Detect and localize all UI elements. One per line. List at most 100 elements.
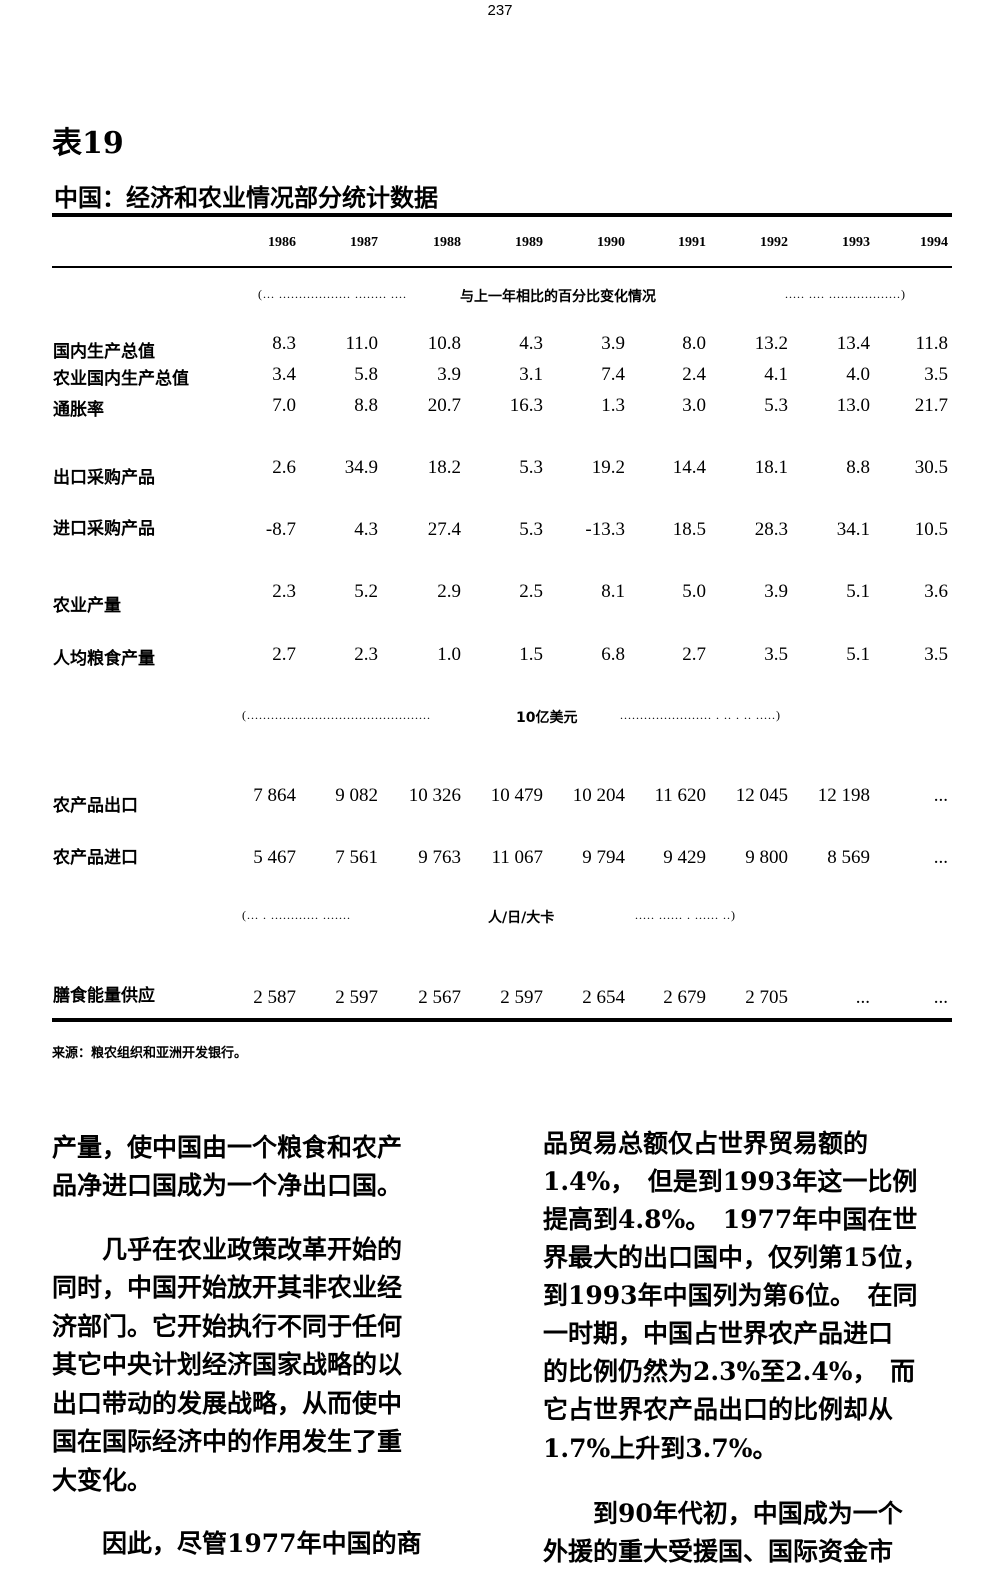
unit-bracket-left: (... .................. ........ ....: [258, 287, 407, 301]
table-cell: 3.5: [764, 644, 788, 665]
table-cell: 5 467: [253, 847, 296, 868]
table-cell: 5.3: [519, 457, 543, 478]
year-header: 1992: [760, 235, 788, 250]
table-cell: 13.0: [836, 395, 870, 416]
table-cell: 5.3: [764, 395, 788, 416]
table-cell: 9 429: [663, 847, 706, 868]
text-line: 几乎在农业政策改革开始的: [52, 1235, 403, 1264]
row-label: 农产品出口: [53, 796, 138, 816]
year-header: 1988: [433, 235, 461, 250]
unit-bracket-right: ..... ...... . ...... ..): [635, 908, 736, 922]
table-cell: 28.3: [754, 519, 788, 540]
table-cell: 10.5: [914, 519, 948, 540]
text-line: 到90年代初，中国成为一个: [543, 1499, 903, 1528]
table-cell: 12 045: [735, 785, 788, 806]
table-cell: 21.7: [914, 395, 948, 416]
text-line: 同时，中国开始放开其非农业经: [52, 1273, 403, 1302]
text-line: 品贸易总额仅占世界贸易额的: [543, 1129, 869, 1158]
table-cell: 3.9: [601, 333, 625, 354]
table-cell: 9 800: [745, 847, 788, 868]
table-cell: 3.9: [437, 364, 461, 385]
row-label: 农业国内生产总值: [53, 369, 189, 389]
table-cell: 8 569: [827, 847, 870, 868]
table-cell: 12 198: [817, 785, 870, 806]
table-cell: 7 864: [253, 785, 296, 806]
table-cell: 3.0: [682, 395, 706, 416]
text-line: 济部门。它开始执行不同于任何: [52, 1312, 403, 1341]
table-cell: 2.3: [272, 581, 296, 602]
table-cell: 5.3: [519, 519, 543, 540]
text-line: 因此，尽管1977年中国的商: [52, 1529, 422, 1558]
table-cell: 9 794: [582, 847, 625, 868]
text-line: 它占世界农产品出口的比例却从: [543, 1395, 894, 1424]
unit-label: 10亿美元: [516, 710, 578, 726]
table-cell: 2.6: [272, 457, 296, 478]
table-cell: 20.7: [427, 395, 461, 416]
table-cell: ...: [933, 987, 948, 1008]
table-cell: 1.5: [519, 644, 543, 665]
unit-label: 与上一年相比的百分比变化情况: [460, 289, 656, 305]
table-cell: 2.9: [437, 581, 461, 602]
table-cell: 2.7: [272, 644, 296, 665]
text-line: 一时期，中国占世界农产品进口: [543, 1319, 894, 1348]
table-cell: 2.4: [682, 364, 706, 385]
text-line: 界最大的出口国中，仅列第15位，: [543, 1243, 928, 1272]
table-cell: 7.4: [601, 364, 625, 385]
table-cell: 19.2: [591, 457, 625, 478]
text-line: 出口带动的发展战略，从而使中: [52, 1389, 403, 1418]
table-cell: 27.4: [427, 519, 461, 540]
table-cell: 3.5: [924, 644, 948, 665]
row-label: 膳食能量供应: [53, 986, 155, 1006]
table-cell: 30.5: [914, 457, 948, 478]
table-cell: 2 654: [582, 987, 625, 1008]
table-cell: 2.7: [682, 644, 706, 665]
unit-bracket-left: (.......................................…: [242, 708, 431, 722]
table-cell: 4.0: [846, 364, 870, 385]
table-cell: 8.3: [272, 333, 296, 354]
text-line: 其它中央计划经济国家战略的以: [52, 1350, 403, 1379]
table-cell: 2 705: [745, 987, 788, 1008]
year-header: 1993: [842, 235, 870, 250]
unit-label: 人/日/大卡: [488, 910, 555, 926]
table-cell: 2 597: [335, 987, 378, 1008]
table-cell: 1.0: [437, 644, 461, 665]
table-cell: 8.1: [601, 581, 625, 602]
unit-bracket-right: ..... .... ..................): [785, 287, 906, 301]
table-cell: 18.1: [754, 457, 788, 478]
table-cell: 11.0: [345, 333, 378, 354]
header-rule: [52, 266, 952, 268]
table-cell: 9 082: [335, 785, 378, 806]
table-cell: 16.3: [509, 395, 543, 416]
table-cell: -8.7: [265, 519, 296, 540]
table-cell: 34.1: [836, 519, 870, 540]
table-cell: 2 567: [418, 987, 461, 1008]
text-line: 1.7%上升到3.7%。: [543, 1434, 778, 1463]
table-cell: 2.3: [354, 644, 378, 665]
text-line: 品净进口国成为一个净出口国。: [52, 1171, 403, 1200]
table-cell: 5.1: [846, 644, 870, 665]
table-cell: -13.3: [585, 519, 625, 540]
year-header: 1987: [350, 235, 378, 250]
text-line: 产量，使中国由一个粮食和农产: [52, 1133, 403, 1162]
table-cell: 2 597: [500, 987, 543, 1008]
table-title: 中国：经济和农业情况部分统计数据: [54, 184, 438, 212]
text-line: 到1993年中国列为第6位。 在同: [543, 1281, 918, 1310]
table-cell: 3.1: [519, 364, 543, 385]
text-line: 外援的重大受援国、国际资金市: [543, 1537, 894, 1566]
table-cell: 11 620: [654, 785, 706, 806]
table-top-rule: [52, 213, 952, 217]
row-label: 国内生产总值: [53, 342, 155, 362]
row-label: 通胀率: [53, 400, 104, 420]
row-label: 人均粮食产量: [53, 649, 155, 669]
unit-bracket-left: (... . ............ .......: [242, 908, 351, 922]
table-cell: 3.4: [272, 364, 296, 385]
year-header: 1989: [515, 235, 543, 250]
table-cell: 18.5: [672, 519, 706, 540]
table-cell: 7.0: [272, 395, 296, 416]
table-bottom-rule: [52, 1018, 952, 1022]
text-line: 国在国际经济中的作用发生了重: [52, 1427, 403, 1456]
table-cell: 18.2: [427, 457, 461, 478]
row-label: 农产品进口: [53, 848, 138, 868]
table-cell: 4.3: [519, 333, 543, 354]
